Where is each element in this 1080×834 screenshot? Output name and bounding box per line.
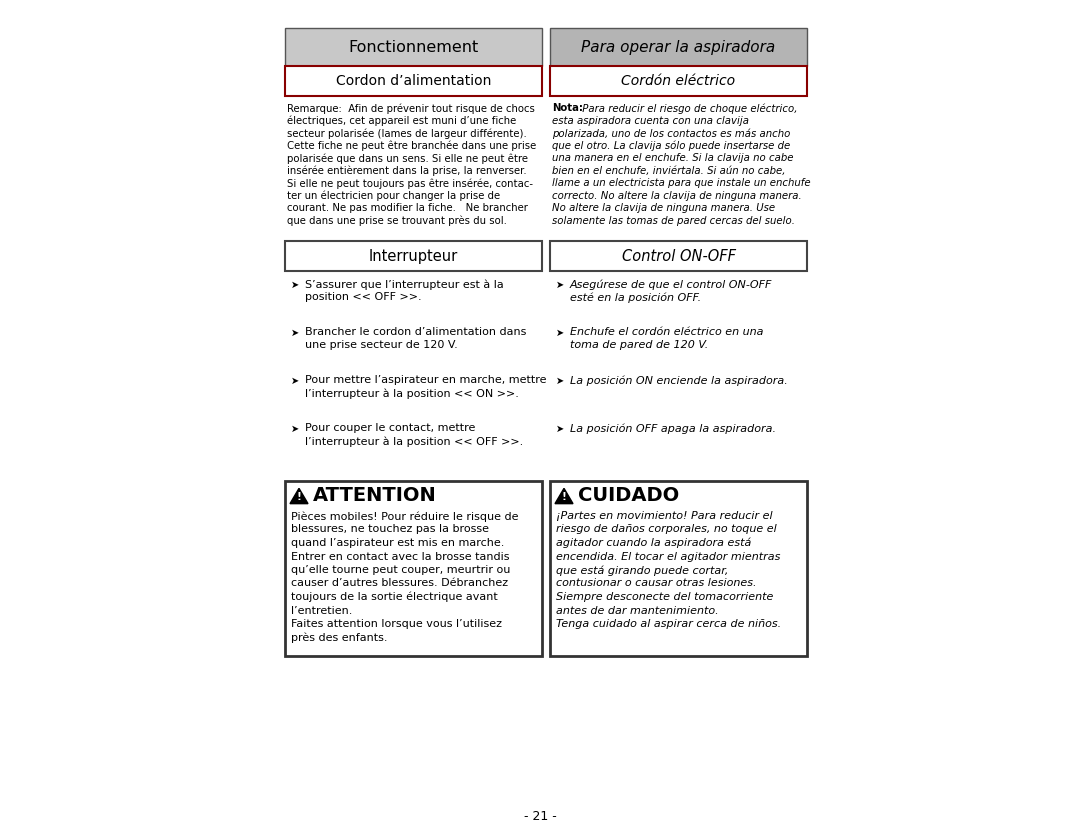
Text: polarizada, uno de los contactos es más ancho: polarizada, uno de los contactos es más … xyxy=(552,128,791,138)
Text: No altere la clavija de ninguna manera. Use: No altere la clavija de ninguna manera. … xyxy=(552,203,775,213)
Text: l’interrupteur à la position << OFF >>.: l’interrupteur à la position << OFF >>. xyxy=(305,436,523,446)
Text: toujours de la sortie électrique avant: toujours de la sortie électrique avant xyxy=(291,592,498,602)
Bar xyxy=(550,28,807,66)
Text: ¡Partes en movimiento! Para reducir el: ¡Partes en movimiento! Para reducir el xyxy=(556,511,772,521)
Text: causer d’autres blessures. Débranchez: causer d’autres blessures. Débranchez xyxy=(291,579,508,589)
Text: Cordón eléctrico: Cordón eléctrico xyxy=(621,74,735,88)
Bar xyxy=(550,66,807,96)
Bar xyxy=(550,241,807,271)
Text: courant. Ne pas modifier la fiche.   Ne brancher: courant. Ne pas modifier la fiche. Ne br… xyxy=(287,203,528,213)
Text: ➤: ➤ xyxy=(556,376,564,386)
Text: ➤: ➤ xyxy=(556,280,564,290)
Text: Si elle ne peut toujours pas être insérée, contac-: Si elle ne peut toujours pas être inséré… xyxy=(287,178,534,188)
Text: Enchufe el cordón eléctrico en una: Enchufe el cordón eléctrico en una xyxy=(570,327,764,337)
Text: qu’elle tourne peut couper, meurtrir ou: qu’elle tourne peut couper, meurtrir ou xyxy=(291,565,511,575)
Text: solamente las tomas de pared cercas del suelo.: solamente las tomas de pared cercas del … xyxy=(552,215,795,225)
Text: encendida. El tocar el agitador mientras: encendida. El tocar el agitador mientras xyxy=(556,551,781,561)
Text: Nota:: Nota: xyxy=(552,103,583,113)
Text: Para reducir el riesgo de choque eléctrico,: Para reducir el riesgo de choque eléctri… xyxy=(579,103,797,113)
Text: S’assurer que l’interrupteur est à la: S’assurer que l’interrupteur est à la xyxy=(305,279,503,289)
Text: Siempre desconecte del tomacorriente: Siempre desconecte del tomacorriente xyxy=(556,592,773,602)
Text: Para operar la aspiradora: Para operar la aspiradora xyxy=(581,39,775,54)
Text: Entrer en contact avec la brosse tandis: Entrer en contact avec la brosse tandis xyxy=(291,551,510,561)
Text: Pour couper le contact, mettre: Pour couper le contact, mettre xyxy=(305,423,475,433)
Bar xyxy=(285,28,542,66)
Polygon shape xyxy=(555,489,573,504)
Text: l’entretien.: l’entretien. xyxy=(291,605,352,615)
Text: agitador cuando la aspiradora está: agitador cuando la aspiradora está xyxy=(556,538,752,549)
Text: ➤: ➤ xyxy=(291,328,299,338)
Text: l’interrupteur à la position << ON >>.: l’interrupteur à la position << ON >>. xyxy=(305,388,518,399)
Polygon shape xyxy=(291,489,308,504)
Text: La posición ON enciende la aspiradora.: La posición ON enciende la aspiradora. xyxy=(570,375,787,385)
Text: !: ! xyxy=(562,492,566,502)
Text: que está girando puede cortar,: que está girando puede cortar, xyxy=(556,565,728,575)
Text: Asegúrese de que el control ON-OFF: Asegúrese de que el control ON-OFF xyxy=(570,279,772,289)
Bar xyxy=(285,241,542,271)
Text: bien en el enchufe, inviértala. Si aún no cabe,: bien en el enchufe, inviértala. Si aún n… xyxy=(552,165,785,175)
Text: une prise secteur de 120 V.: une prise secteur de 120 V. xyxy=(305,340,458,350)
Text: que dans une prise se trouvant près du sol.: que dans une prise se trouvant près du s… xyxy=(287,215,507,226)
Text: La posición OFF apaga la aspiradora.: La posición OFF apaga la aspiradora. xyxy=(570,423,777,434)
Text: esté en la posición OFF.: esté en la posición OFF. xyxy=(570,292,701,303)
Text: ➤: ➤ xyxy=(291,376,299,386)
Text: una manera en el enchufe. Si la clavija no cabe: una manera en el enchufe. Si la clavija … xyxy=(552,153,794,163)
Text: ➤: ➤ xyxy=(556,328,564,338)
Bar xyxy=(285,66,542,96)
Text: Pour mettre l’aspirateur en marche, mettre: Pour mettre l’aspirateur en marche, mett… xyxy=(305,375,546,385)
Bar xyxy=(285,481,542,656)
Text: Cordon d’alimentation: Cordon d’alimentation xyxy=(336,74,491,88)
Text: près des enfants.: près des enfants. xyxy=(291,632,388,643)
Text: insérée entièrement dans la prise, la renverser.: insérée entièrement dans la prise, la re… xyxy=(287,165,527,176)
Text: contusionar o causar otras lesiones.: contusionar o causar otras lesiones. xyxy=(556,579,756,589)
Text: Faites attention lorsque vous l’utilisez: Faites attention lorsque vous l’utilisez xyxy=(291,619,502,629)
Text: que el otro. La clavija sólo puede insertarse de: que el otro. La clavija sólo puede inser… xyxy=(552,140,791,151)
Text: polarisée que dans un sens. Si elle ne peut être: polarisée que dans un sens. Si elle ne p… xyxy=(287,153,528,163)
Text: esta aspiradora cuenta con una clavija: esta aspiradora cuenta con una clavija xyxy=(552,115,750,125)
Text: !: ! xyxy=(297,492,301,502)
Text: Pièces mobiles! Pour réduire le risque de: Pièces mobiles! Pour réduire le risque d… xyxy=(291,511,518,521)
Text: ➤: ➤ xyxy=(291,280,299,290)
Text: Fonctionnement: Fonctionnement xyxy=(349,39,478,54)
Text: ➤: ➤ xyxy=(291,424,299,434)
Text: ter un électricien pour changer la prise de: ter un électricien pour changer la prise… xyxy=(287,190,500,201)
Text: Tenga cuidado al aspirar cerca de niños.: Tenga cuidado al aspirar cerca de niños. xyxy=(556,619,781,629)
Text: blessures, ne touchez pas la brosse: blessures, ne touchez pas la brosse xyxy=(291,525,489,535)
Text: CUIDADO: CUIDADO xyxy=(578,486,679,505)
Text: Brancher le cordon d’alimentation dans: Brancher le cordon d’alimentation dans xyxy=(305,327,526,337)
Text: - 21 -: - 21 - xyxy=(524,810,556,823)
Text: électriques, cet appareil est muni d’une fiche: électriques, cet appareil est muni d’une… xyxy=(287,115,516,126)
Text: Remarque:  Afin de prévenir tout risque de chocs: Remarque: Afin de prévenir tout risque d… xyxy=(287,103,535,113)
Text: Cette fiche ne peut être branchée dans une prise: Cette fiche ne peut être branchée dans u… xyxy=(287,140,537,151)
Text: ➤: ➤ xyxy=(556,424,564,434)
Text: toma de pared de 120 V.: toma de pared de 120 V. xyxy=(570,340,708,350)
Text: Control ON-OFF: Control ON-OFF xyxy=(621,249,735,264)
Text: ATTENTION: ATTENTION xyxy=(313,486,436,505)
Text: llame a un electricista para que instale un enchufe: llame a un electricista para que instale… xyxy=(552,178,811,188)
Bar xyxy=(550,481,807,656)
Text: quand l’aspirateur est mis en marche.: quand l’aspirateur est mis en marche. xyxy=(291,538,504,548)
Text: Interrupteur: Interrupteur xyxy=(369,249,458,264)
Text: position << OFF >>.: position << OFF >>. xyxy=(305,292,421,302)
Text: correcto. No altere la clavija de ninguna manera.: correcto. No altere la clavija de ningun… xyxy=(552,190,801,200)
Text: secteur polarisée (lames de largeur différente).: secteur polarisée (lames de largeur diff… xyxy=(287,128,527,138)
Text: antes de dar mantenimiento.: antes de dar mantenimiento. xyxy=(556,605,718,615)
Text: riesgo de daños corporales, no toque el: riesgo de daños corporales, no toque el xyxy=(556,525,777,535)
